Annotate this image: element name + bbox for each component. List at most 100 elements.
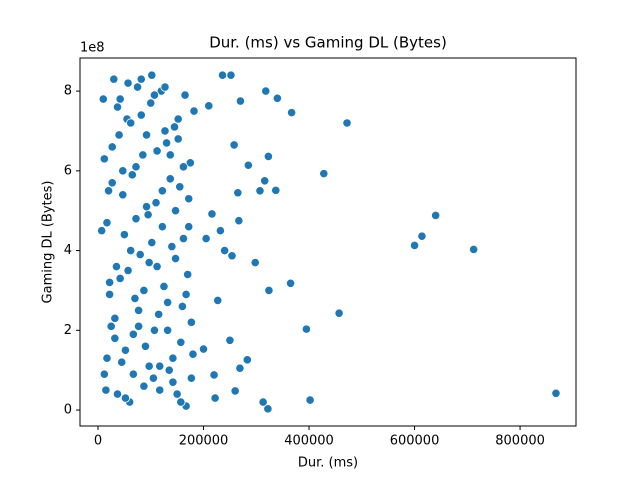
y-tick-label: 6 [64, 163, 72, 178]
y-tick-label: 4 [64, 243, 72, 258]
point [157, 222, 167, 232]
point [149, 90, 160, 100]
point [250, 257, 260, 268]
point [115, 273, 125, 284]
point [128, 369, 138, 379]
point [176, 397, 186, 407]
point [151, 198, 161, 208]
point [258, 397, 268, 407]
point [180, 90, 190, 100]
point [160, 82, 170, 92]
point [104, 277, 115, 288]
point [99, 369, 109, 379]
point [168, 377, 178, 387]
point [126, 245, 136, 256]
y-axis-label: Gaming DL (Bytes) [41, 181, 56, 304]
point [172, 389, 182, 399]
point [128, 329, 138, 339]
point [184, 222, 194, 232]
point [152, 146, 162, 156]
point [319, 169, 329, 179]
point [409, 240, 420, 250]
point [114, 130, 124, 140]
point [97, 226, 107, 236]
point [118, 190, 128, 200]
point [198, 344, 209, 354]
point [117, 357, 127, 367]
point [285, 278, 296, 288]
x-tick-label: 800000 [495, 434, 545, 449]
point [168, 353, 178, 363]
point [183, 269, 193, 280]
point [207, 209, 217, 219]
point [272, 93, 282, 103]
point [126, 118, 136, 128]
point [170, 253, 181, 264]
point [263, 151, 274, 162]
x-tick-label: 200000 [179, 434, 229, 449]
point [98, 94, 108, 104]
point [136, 110, 146, 120]
point [255, 186, 265, 196]
point [173, 114, 183, 124]
point [149, 325, 160, 335]
point [163, 325, 173, 335]
point [144, 361, 154, 371]
point [147, 70, 157, 80]
x-tick-label: 400000 [284, 434, 334, 449]
point [271, 185, 281, 195]
point [169, 122, 180, 132]
point [185, 158, 195, 168]
point [178, 162, 189, 172]
axes-frame [79, 57, 577, 427]
point [127, 170, 137, 180]
point [148, 373, 158, 383]
point [431, 210, 441, 221]
point [102, 218, 112, 228]
point [165, 150, 175, 160]
point [135, 249, 145, 260]
point [101, 385, 111, 395]
chart-title: Dur. (ms) vs Gaming DL (Bytes) [209, 34, 447, 52]
x-tick-label: 600000 [390, 434, 440, 449]
point [233, 188, 243, 198]
point [157, 186, 167, 196]
point [235, 96, 246, 106]
point [112, 102, 123, 112]
x-axis-label: Dur. (ms) [298, 456, 358, 471]
point [263, 404, 273, 414]
point [229, 140, 239, 150]
point [144, 257, 154, 268]
point [209, 370, 219, 380]
point [160, 126, 170, 136]
point [225, 335, 235, 345]
point [119, 230, 129, 240]
y-tick-label: 8 [64, 84, 72, 99]
point [141, 202, 152, 212]
point [417, 231, 427, 241]
point [143, 210, 153, 220]
point [230, 386, 240, 396]
point [132, 82, 143, 92]
point [107, 142, 117, 152]
point [170, 206, 181, 216]
point [264, 285, 274, 296]
point [115, 94, 125, 104]
point [210, 393, 220, 403]
point [334, 308, 344, 318]
point [176, 337, 186, 347]
point [131, 162, 141, 172]
point [99, 154, 109, 164]
y-tick-label: 2 [64, 323, 72, 338]
points [97, 70, 561, 414]
point [159, 281, 169, 292]
point [227, 251, 237, 261]
point [177, 301, 188, 311]
point [103, 186, 114, 196]
point [551, 388, 561, 398]
point [186, 373, 196, 383]
point [287, 108, 297, 118]
point [140, 341, 151, 351]
